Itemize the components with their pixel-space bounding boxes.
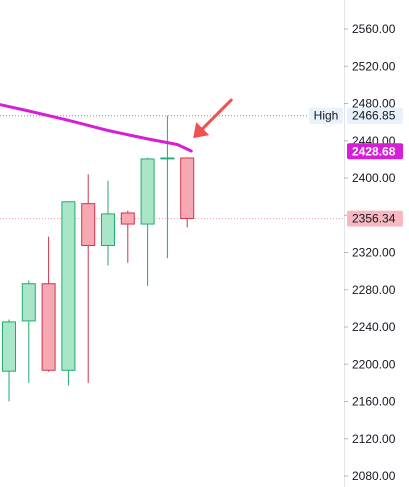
candle[interactable] [140, 157, 155, 287]
candle[interactable] [160, 115, 175, 259]
moving-average [0, 103, 193, 153]
y-tick-label: 2200.00 [352, 357, 396, 371]
candle[interactable] [2, 319, 16, 402]
candle[interactable] [41, 236, 56, 372]
candle[interactable] [21, 280, 36, 383]
candle-body [61, 201, 76, 371]
y-tick-label: 2280.00 [352, 283, 396, 297]
candle-body [21, 283, 36, 322]
y-tick-label: 2080.00 [352, 469, 396, 483]
arrow-annotation [193, 98, 233, 139]
price-badge-value: 2466.85 [352, 109, 396, 123]
candle-body [180, 157, 195, 219]
candle[interactable] [180, 157, 195, 228]
price-line-label-bg [309, 107, 343, 124]
y-tick-label: 2560.00 [352, 22, 396, 36]
price-badge-value: 2356.34 [352, 212, 396, 226]
price-line-label: High [314, 109, 339, 123]
candle-body [140, 158, 155, 225]
candle-body [81, 203, 96, 246]
y-tick-label: 2160.00 [352, 395, 396, 409]
y-tick-label: 2120.00 [352, 432, 396, 446]
candle[interactable] [61, 201, 76, 386]
price-badge [347, 210, 403, 227]
candle-body [101, 213, 115, 246]
candle[interactable] [81, 174, 96, 383]
candles [2, 115, 195, 402]
price-badge [347, 143, 403, 160]
price-axis[interactable]: 2560.002520.002480.002440.002400.002360.… [344, 22, 396, 483]
candle-body [120, 212, 135, 225]
y-tick-label: 2320.00 [352, 246, 396, 260]
price-badge-value: 2428.68 [352, 144, 396, 158]
arrow-head [193, 122, 210, 139]
candle[interactable] [101, 180, 115, 266]
moving-average-line [0, 103, 193, 153]
price-lines [0, 115, 344, 220]
candle[interactable] [120, 210, 135, 263]
arrow-shaft [200, 98, 233, 131]
candle-body [2, 321, 16, 372]
candle-body [41, 283, 56, 371]
price-badge [347, 107, 403, 124]
y-tick-label: 2400.00 [352, 171, 396, 185]
price-badges: High 2466.85 2428.68 2356.34 [309, 107, 403, 227]
y-tick-label: 2520.00 [352, 59, 396, 73]
y-tick-label: 2480.00 [352, 97, 396, 111]
y-tick-label: 2240.00 [352, 320, 396, 334]
candle-body [160, 157, 175, 160]
